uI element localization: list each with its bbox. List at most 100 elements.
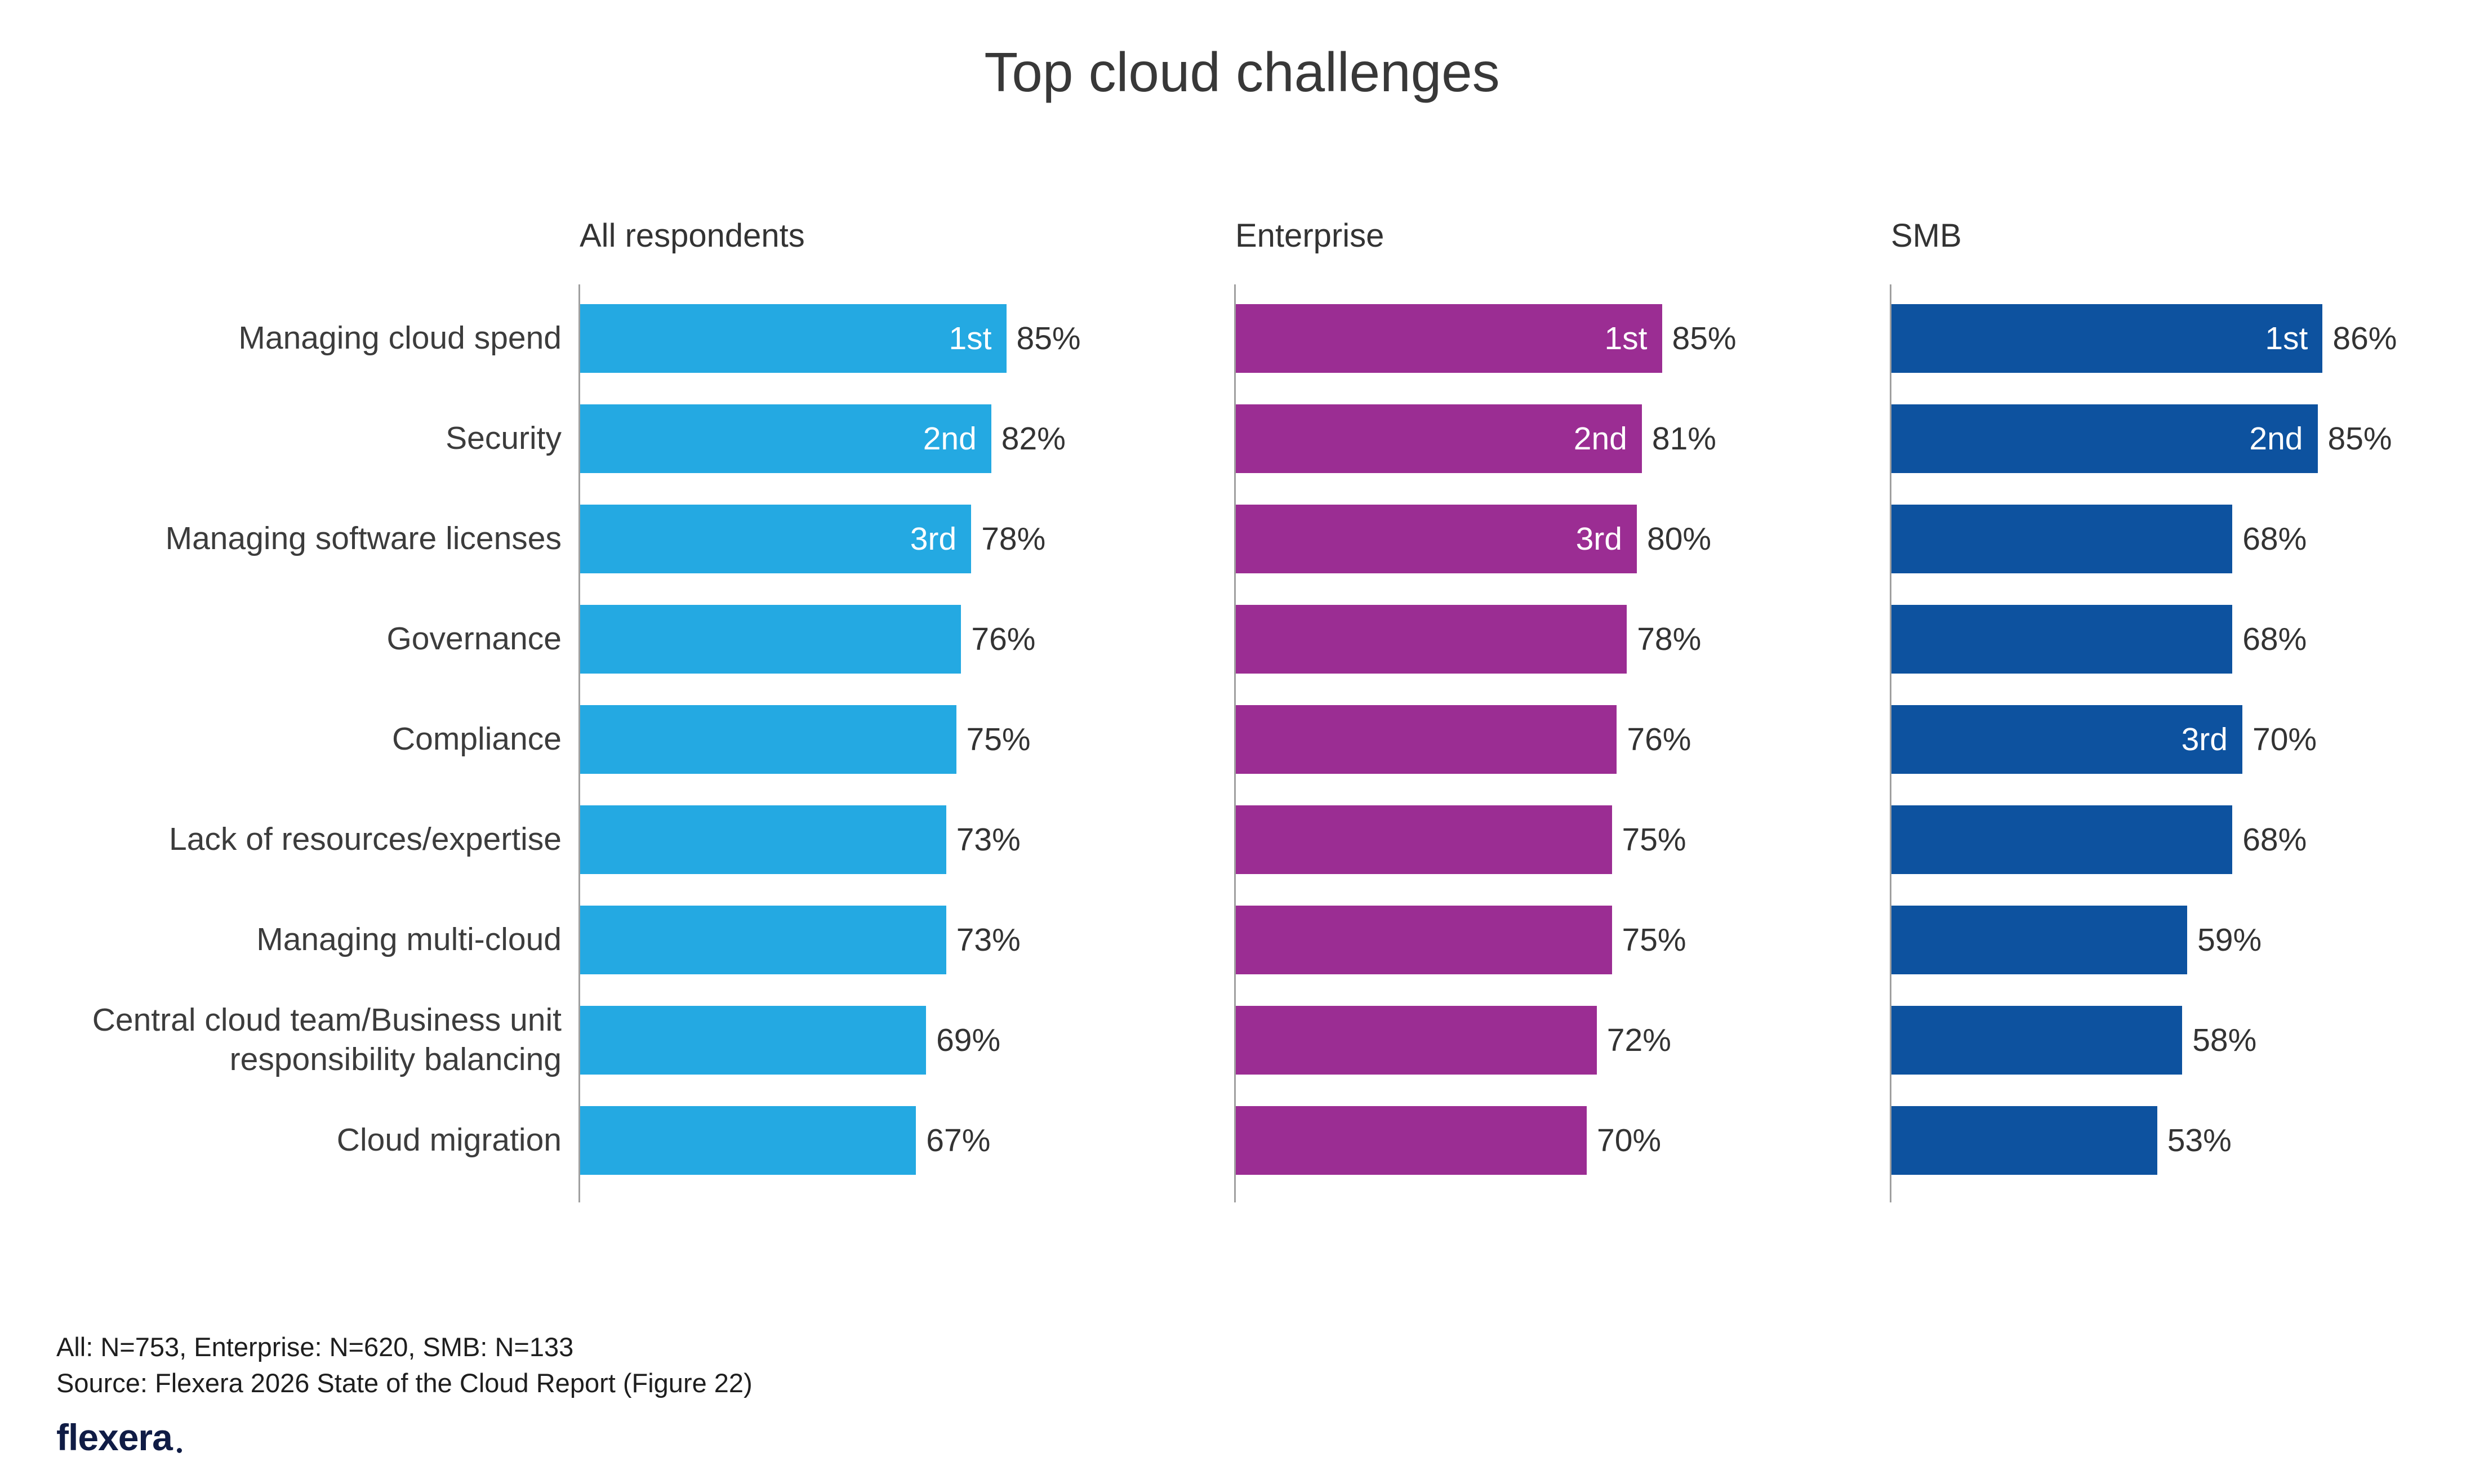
bar (580, 906, 946, 974)
bar (1236, 705, 1617, 774)
value-label: 58% (2192, 1022, 2257, 1058)
bar-row: 2nd 85% (1891, 389, 2484, 489)
category-label: Governance (386, 621, 562, 657)
value-label: 53% (2167, 1122, 2232, 1158)
category-label: Managing software licenses (165, 520, 562, 557)
bar: 3rd (580, 505, 972, 573)
bar (1236, 805, 1612, 874)
bar: 3rd (1891, 705, 2242, 774)
bar (1236, 1106, 1587, 1175)
bar: 2nd (1236, 404, 1642, 473)
y-axis-line (578, 284, 580, 1202)
bar-row: 2nd 82% (580, 389, 1234, 489)
value-label: 85% (2327, 421, 2392, 457)
value-label: 75% (1622, 822, 1686, 858)
rank-label: 3rd (2181, 721, 2228, 757)
category-label: Central cloud team/Business unit respons… (92, 1002, 562, 1077)
panel-smb: SMB 1st 86% 2nd 85% 68% 68% 3rd 70% 68% 59% 58% 53% (1890, 217, 2484, 1231)
bar (1891, 1006, 2183, 1075)
rank-label: 3rd (910, 521, 957, 557)
bar (580, 705, 956, 774)
panel-header-smb: SMB (1891, 217, 1962, 254)
rank-label: 2nd (2249, 421, 2303, 457)
y-axis-line (1890, 284, 1891, 1202)
rank-label: 1st (1604, 320, 1648, 356)
bar (1891, 906, 2188, 974)
bar-row: 75% (580, 689, 1234, 790)
bar-row: 68% (1891, 790, 2484, 890)
bars-enterprise: 1st 85% 2nd 81% 3rd 80% 78% 76% 75% 75% 72% 70% (1236, 288, 1890, 1191)
panel-all-respondents: All respondents 1st 85% 2nd 82% 3rd 78% 76% 75%… (578, 217, 1234, 1231)
value-label: 85% (1672, 320, 1737, 356)
value-label: 85% (1016, 320, 1081, 356)
bars-smb: 1st 86% 2nd 85% 68% 68% 3rd 70% 68% 59% 58% 53% (1891, 288, 2484, 1191)
value-label: 81% (1651, 421, 1716, 457)
rank-label: 1st (949, 320, 992, 356)
sample-size-note: All: N=753, Enterprise: N=620, SMB: N=13… (56, 1332, 574, 1362)
bar-row: 69% (580, 990, 1234, 1090)
bar: 1st (1891, 304, 2323, 373)
value-label: 76% (1627, 721, 1691, 757)
y-axis-line (1234, 284, 1236, 1202)
bar-row: 2nd 81% (1236, 389, 1890, 489)
value-label: 78% (981, 521, 1046, 557)
bar-row: 73% (580, 890, 1234, 990)
rank-label: 3rd (1575, 521, 1622, 557)
value-label: 80% (1647, 521, 1712, 557)
category-label: Cloud migration (336, 1122, 562, 1158)
bar (1891, 1106, 2157, 1175)
bar-row: 72% (1236, 990, 1890, 1090)
bar: 2nd (1891, 404, 2318, 473)
panel-header-enterprise: Enterprise (1235, 217, 1385, 254)
bar-row: 76% (1236, 689, 1890, 790)
bar-row: 78% (1236, 589, 1890, 689)
value-label: 67% (926, 1122, 991, 1158)
bar-row: 76% (580, 589, 1234, 689)
value-label: 86% (2332, 320, 2397, 356)
value-label: 68% (2242, 521, 2307, 557)
value-label: 69% (936, 1022, 1001, 1058)
bar-row: 1st 86% (1891, 288, 2484, 389)
bar: 2nd (580, 404, 991, 473)
panel-enterprise: Enterprise 1st 85% 2nd 81% 3rd 80% 78% 76% 75% 75… (1234, 217, 1890, 1231)
rank-label: 1st (2265, 320, 2308, 356)
rank-label: 2nd (923, 421, 977, 457)
source-note: Source: Flexera 2026 State of the Cloud … (56, 1368, 753, 1398)
bar-row: 73% (580, 790, 1234, 890)
category-label: Compliance (392, 721, 562, 757)
value-label: 68% (2242, 621, 2307, 657)
panel-header-all-respondents: All respondents (580, 217, 805, 254)
value-label: 82% (1001, 421, 1066, 457)
bar-row: 75% (1236, 890, 1890, 990)
bar-row: 70% (1236, 1090, 1890, 1191)
value-label: 70% (1597, 1122, 1662, 1158)
bar-row: 59% (1891, 890, 2484, 990)
value-label: 70% (2252, 721, 2317, 757)
category-label: Managing cloud spend (238, 320, 562, 356)
bar-row: 1st 85% (580, 288, 1234, 389)
category-label: Security (446, 420, 562, 457)
bar-row: 3rd 70% (1891, 689, 2484, 790)
bar-row: 58% (1891, 990, 2484, 1090)
bar-row: 67% (580, 1090, 1234, 1191)
value-label: 68% (2242, 822, 2307, 858)
value-label: 73% (956, 922, 1021, 958)
flexera-logo-text: flexera (56, 1416, 173, 1458)
chart-title: Top cloud challenges (984, 41, 1500, 103)
value-label: 75% (966, 721, 1031, 757)
value-label: 73% (956, 822, 1021, 858)
flexera-logo: flexera (56, 1416, 753, 1459)
category-label: Managing multi-cloud (256, 921, 562, 958)
category-labels: Managing cloud spend Security Managing sof… (0, 288, 562, 1191)
footer: All: N=753, Enterprise: N=620, SMB: N=13… (56, 1329, 753, 1459)
bar (580, 805, 946, 874)
bar (580, 1006, 927, 1075)
bar-row: 68% (1891, 589, 2484, 689)
value-label: 72% (1606, 1022, 1671, 1058)
bar (1891, 605, 2233, 674)
bar (1891, 505, 2233, 573)
bar-row: 1st 85% (1236, 288, 1890, 389)
bar (580, 1106, 916, 1175)
bar (580, 605, 961, 674)
